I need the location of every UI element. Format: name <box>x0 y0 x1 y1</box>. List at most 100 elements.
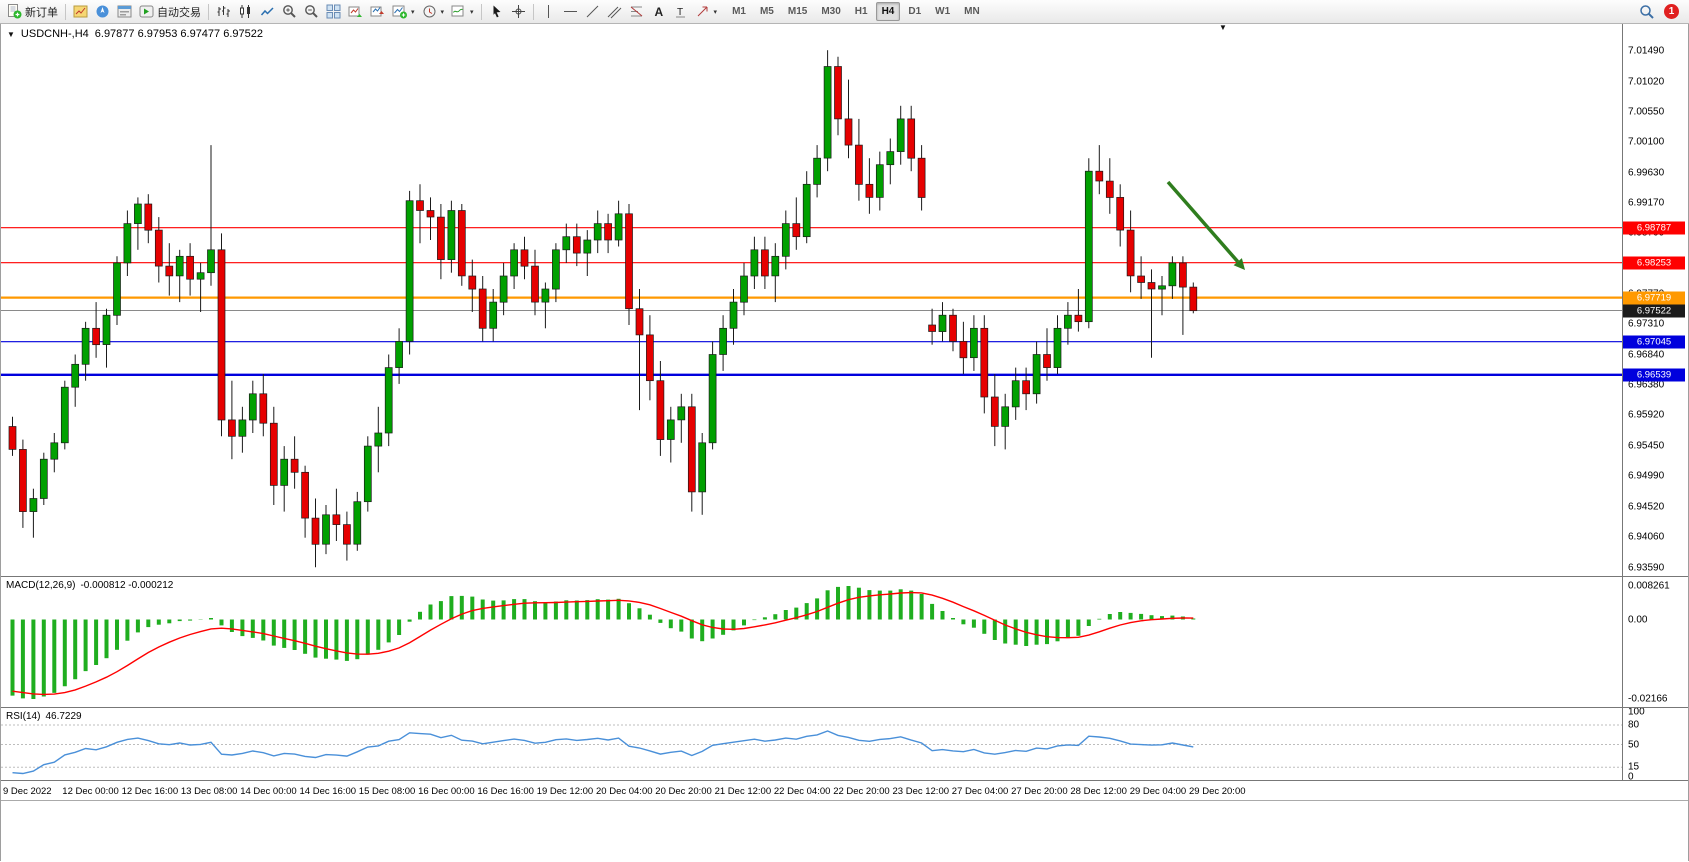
candlestick-plot <box>1 24 1623 576</box>
chart-shift-icon <box>370 4 385 19</box>
notification-badge[interactable]: 1 <box>1664 4 1679 19</box>
timeframe-h1-button[interactable]: H1 <box>854 6 868 17</box>
timeframe-m15-button[interactable]: M15 <box>787 6 808 17</box>
terminal-icon <box>117 4 132 19</box>
chevron-down-icon: ▾ <box>470 8 474 16</box>
navigator-icon <box>95 4 110 19</box>
timeframe-d1-button[interactable]: D1 <box>908 6 922 17</box>
macd-tick: -0.02166 <box>1628 693 1668 705</box>
terminal-button[interactable] <box>114 2 135 22</box>
bar-chart-icon <box>216 4 231 19</box>
auto-scroll-icon <box>348 4 363 19</box>
macd-label: MACD(12,26,9) -0.000812 -0.000212 <box>6 580 173 591</box>
navigator-button[interactable] <box>92 2 113 22</box>
timeframe-mn-button[interactable]: MN <box>964 6 980 17</box>
price-tick: 6.99630 <box>1628 167 1665 179</box>
indicators-button[interactable]: ▾ <box>448 2 477 22</box>
search-button[interactable] <box>1636 2 1658 22</box>
price-tick: 6.96840 <box>1628 349 1665 361</box>
new-order-icon <box>7 4 22 19</box>
chart-collapse-icon[interactable]: ▼ <box>7 29 15 39</box>
chevron-down-icon: ▾ <box>411 8 415 16</box>
timeframe-h4-button[interactable]: H4 <box>875 2 901 21</box>
horizontal-line-tool-button[interactable] <box>560 2 581 22</box>
autotrade-icon <box>139 4 154 19</box>
trendline-icon <box>585 4 600 19</box>
price-tick: 7.01020 <box>1628 76 1665 88</box>
price-line-label: 6.97045 <box>1623 335 1685 349</box>
market-watch-button[interactable] <box>70 2 91 22</box>
macd-panel[interactable]: 0.008261 0.00 -0.02166 MACD(12,26,9) -0.00… <box>1 577 1688 708</box>
price-line-label: 6.96539 <box>1623 368 1685 382</box>
bar-chart-button[interactable] <box>213 2 234 22</box>
horizontal-line-icon <box>563 4 578 19</box>
label-tool-button[interactable]: T <box>670 2 691 22</box>
candlestick-chart-button[interactable] <box>235 2 256 22</box>
time-tick: 19 Dec 12:00 <box>536 786 594 797</box>
chart-title: ▼ USDCNH-,H4 6.97877 6.97953 6.97477 6.9… <box>7 28 263 40</box>
channel-tool-button[interactable] <box>604 2 625 22</box>
time-tick: 22 Dec 04:00 <box>773 786 831 797</box>
toolbar-right-group: 1 <box>1636 2 1685 22</box>
chart-bottom-space <box>1 801 1688 860</box>
time-tick: 22 Dec 20:00 <box>833 786 890 797</box>
periods-button[interactable]: ▾ <box>419 2 448 22</box>
rsi-axis[interactable]: 100 80 50 15 0 <box>1622 708 1688 780</box>
trendline-tool-button[interactable] <box>582 2 603 22</box>
rsi-plot <box>1 708 1623 780</box>
price-line-label: 6.98253 <box>1623 256 1685 270</box>
tile-windows-button[interactable] <box>323 2 344 22</box>
text-tool-button[interactable]: A <box>648 2 669 22</box>
rsi-label: RSI(14) 46.7229 <box>6 711 82 722</box>
timeframe-m1-button[interactable]: M1 <box>732 6 746 17</box>
crosshair-icon <box>511 4 526 19</box>
price-tick: 6.97310 <box>1628 318 1665 330</box>
price-tick: 6.94990 <box>1628 470 1665 482</box>
chevron-down-icon: ▾ <box>713 8 718 16</box>
chart-window: 7.01490 7.01020 7.00550 7.00100 6.99630 6.991… <box>0 24 1689 861</box>
arrows-tool-button[interactable]: ▾ <box>692 2 721 22</box>
svg-text:T: T <box>677 7 683 18</box>
vertical-line-tool-button[interactable] <box>538 2 559 22</box>
price-tick: 6.95920 <box>1628 409 1665 421</box>
cursor-icon <box>489 4 504 19</box>
tile-windows-icon <box>326 4 341 19</box>
chart-shift-button[interactable] <box>367 2 388 22</box>
time-tick: 27 Dec 04:00 <box>951 786 1009 797</box>
time-axis[interactable]: 9 Dec 2022 12 Dec 00:00 12 Dec 16:00 13 Dec… <box>1 781 1688 801</box>
rsi-tick: 50 <box>1628 739 1640 750</box>
rsi-tick: 15 <box>1628 761 1640 773</box>
toolbar-separator <box>480 3 482 20</box>
new-order-button[interactable]: 新订单 <box>4 2 61 22</box>
channel-icon <box>607 4 622 19</box>
rsi-panel[interactable]: 100 80 50 15 0 RSI(14) 46.7229 <box>1 708 1688 781</box>
auto-scroll-button[interactable] <box>345 2 366 22</box>
zoom-out-button[interactable] <box>301 2 322 22</box>
timeframe-m5-button[interactable]: M5 <box>759 6 774 17</box>
new-chart-button[interactable]: ▾ <box>389 2 418 22</box>
price-axis[interactable]: 7.01490 7.01020 7.00550 7.00100 6.99630 6.991… <box>1622 24 1688 576</box>
cursor-button[interactable] <box>486 2 507 22</box>
time-tick: 27 Dec 20:00 <box>1011 786 1068 797</box>
timeframe-m30-button[interactable]: M30 <box>821 6 841 17</box>
macd-values: -0.000812 -0.000212 <box>80 580 174 591</box>
price-tick: 6.94060 <box>1628 531 1665 543</box>
ohlc-label: 6.97877 6.97953 6.97477 6.97522 <box>94 28 263 40</box>
time-tick: 16 Dec 00:00 <box>418 786 475 797</box>
rsi-tick: 100 <box>1628 708 1645 718</box>
indicators-icon <box>451 4 466 19</box>
time-tick: 29 Dec 20:00 <box>1189 786 1246 797</box>
timeframe-w1-button[interactable]: W1 <box>935 6 951 17</box>
price-chart-panel[interactable]: 7.01490 7.01020 7.00550 7.00100 6.99630 6.991… <box>1 24 1688 577</box>
search-icon <box>1639 4 1655 20</box>
chart-shift-marker[interactable]: ▼ <box>1219 24 1227 32</box>
macd-axis[interactable]: 0.008261 0.00 -0.02166 <box>1622 577 1688 707</box>
autotrade-button[interactable]: 自动交易 <box>136 2 204 22</box>
price-tick: 6.93590 <box>1628 562 1665 574</box>
fibonacci-tool-button[interactable] <box>626 2 647 22</box>
time-tick: 16 Dec 16:00 <box>477 786 534 797</box>
crosshair-button[interactable] <box>508 2 529 22</box>
zoom-in-button[interactable] <box>279 2 300 22</box>
new-order-label: 新订单 <box>25 6 58 19</box>
line-chart-button[interactable] <box>257 2 278 22</box>
